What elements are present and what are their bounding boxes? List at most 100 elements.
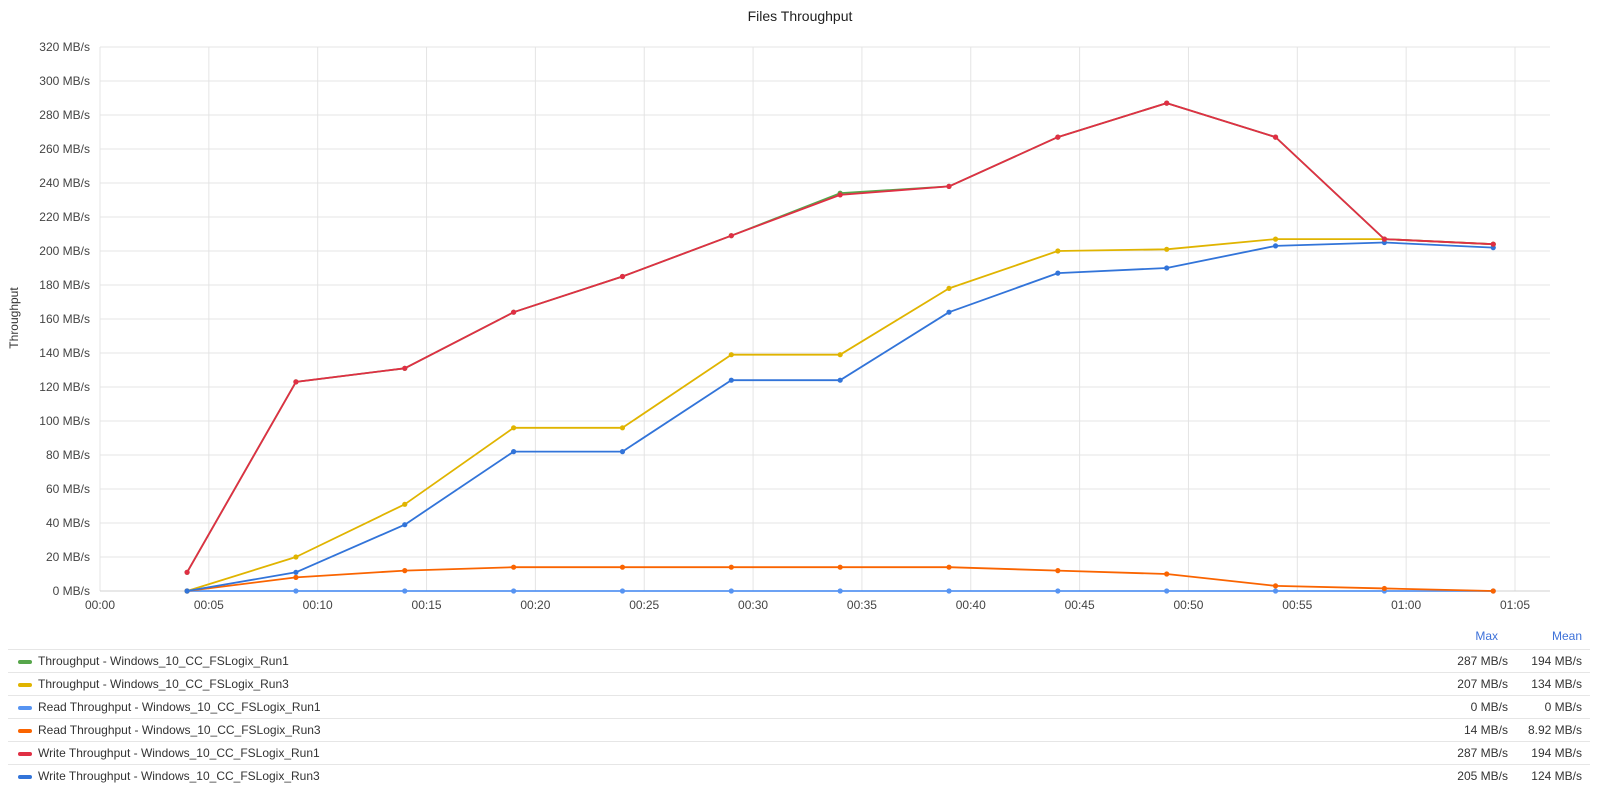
data-point[interactable] <box>1164 588 1170 594</box>
x-tick-label: 00:00 <box>85 598 115 612</box>
legend-rows: Throughput - Windows_10_CC_FSLogix_Run1 2… <box>8 649 1590 787</box>
legend-max-header[interactable]: Max <box>1475 629 1498 643</box>
y-tick-label: 0 MB/s <box>53 584 90 598</box>
data-point[interactable] <box>293 574 299 581</box>
legend-swatch <box>18 752 32 756</box>
legend-item[interactable]: Throughput - Windows_10_CC_FSLogix_Run1 2… <box>8 649 1590 672</box>
data-point[interactable] <box>1272 243 1279 249</box>
series-2[interactable] <box>184 588 1496 594</box>
data-point[interactable] <box>293 588 299 594</box>
data-point[interactable] <box>1164 265 1170 271</box>
data-point[interactable] <box>946 588 952 594</box>
data-point[interactable] <box>1272 588 1279 594</box>
x-tick-label: 00:35 <box>847 598 877 612</box>
data-point[interactable] <box>1164 246 1170 252</box>
legend-series-name[interactable]: Throughput - Windows_10_CC_FSLogix_Run1 <box>38 654 289 668</box>
data-point[interactable] <box>728 588 734 594</box>
legend-mean-value: 194 MB/s <box>1531 654 1582 668</box>
legend-item[interactable]: Write Throughput - Windows_10_CC_FSLogix… <box>8 741 1590 764</box>
data-point[interactable] <box>619 425 626 431</box>
data-point[interactable] <box>728 352 734 358</box>
data-point[interactable] <box>1272 583 1279 589</box>
y-tick-label: 220 MB/s <box>39 210 90 224</box>
data-point[interactable] <box>511 449 517 455</box>
legend-mean-header[interactable]: Mean <box>1551 629 1582 643</box>
y-axis-title: Throughput <box>7 287 21 349</box>
data-point[interactable] <box>511 564 517 570</box>
y-tick-label: 260 MB/s <box>39 142 90 156</box>
data-point[interactable] <box>1490 241 1496 247</box>
data-point[interactable] <box>1055 568 1061 574</box>
data-point[interactable] <box>1164 571 1170 577</box>
data-point[interactable] <box>837 564 843 570</box>
data-point[interactable] <box>511 425 517 431</box>
data-point[interactable] <box>946 285 952 291</box>
data-point[interactable] <box>619 564 626 570</box>
legend-series-name[interactable]: Read Throughput - Windows_10_CC_FSLogix_… <box>38 723 321 737</box>
data-point[interactable] <box>946 564 952 570</box>
data-point[interactable] <box>837 588 843 594</box>
data-point[interactable] <box>837 192 843 198</box>
legend-mean-value: 8.92 MB/s <box>1527 723 1582 737</box>
data-point[interactable] <box>1272 134 1279 140</box>
data-point[interactable] <box>1272 236 1279 242</box>
data-point[interactable] <box>1055 588 1061 594</box>
data-point[interactable] <box>728 233 734 239</box>
data-point[interactable] <box>293 554 299 560</box>
series-5[interactable] <box>184 239 1496 594</box>
data-point[interactable] <box>184 569 190 575</box>
series-lines <box>184 100 1496 594</box>
data-point[interactable] <box>619 449 626 455</box>
legend-series-name[interactable]: Write Throughput - Windows_10_CC_FSLogix… <box>38 746 320 760</box>
legend-series-name[interactable]: Throughput - Windows_10_CC_FSLogix_Run3 <box>38 677 289 691</box>
data-point[interactable] <box>837 352 843 358</box>
legend-mean-value: 134 MB/s <box>1531 677 1582 691</box>
data-point[interactable] <box>402 588 408 594</box>
y-tick-label: 120 MB/s <box>39 380 90 394</box>
x-tick-label: 00:45 <box>1065 598 1095 612</box>
data-point[interactable] <box>402 522 408 528</box>
x-tick-label: 00:40 <box>956 598 986 612</box>
data-point[interactable] <box>402 365 408 371</box>
data-point[interactable] <box>1381 585 1387 592</box>
data-point[interactable] <box>293 569 299 575</box>
data-point[interactable] <box>1381 236 1387 242</box>
x-tick-label: 00:55 <box>1282 598 1312 612</box>
data-point[interactable] <box>1055 134 1061 140</box>
x-tick-label: 01:05 <box>1500 598 1530 612</box>
data-point[interactable] <box>728 564 734 570</box>
data-point[interactable] <box>619 588 626 594</box>
data-point[interactable] <box>511 309 517 315</box>
series-0[interactable] <box>184 100 1496 575</box>
data-point[interactable] <box>1490 588 1496 594</box>
data-point[interactable] <box>946 309 952 315</box>
x-tick-label: 00:20 <box>520 598 550 612</box>
legend-item[interactable]: Throughput - Windows_10_CC_FSLogix_Run3 2… <box>8 672 1590 695</box>
data-point[interactable] <box>619 273 626 280</box>
x-tick-label: 00:25 <box>629 598 659 612</box>
series-4[interactable] <box>184 100 1496 575</box>
legend-item[interactable]: Write Throughput - Windows_10_CC_FSLogix… <box>8 764 1590 787</box>
data-point[interactable] <box>184 588 190 594</box>
legend-item[interactable]: Read Throughput - Windows_10_CC_FSLogix_… <box>8 718 1590 741</box>
legend-series-name[interactable]: Read Throughput - Windows_10_CC_FSLogix_… <box>38 700 321 714</box>
data-point[interactable] <box>837 377 843 383</box>
chart-title: Files Throughput <box>747 8 853 24</box>
legend-item[interactable]: Read Throughput - Windows_10_CC_FSLogix_… <box>8 695 1590 718</box>
data-point[interactable] <box>728 377 734 383</box>
series-1[interactable] <box>184 236 1496 594</box>
y-tick-label: 280 MB/s <box>39 108 90 122</box>
data-point[interactable] <box>1055 248 1061 254</box>
data-point[interactable] <box>1055 270 1061 276</box>
legend-table: Max Mean Throughput - Windows_10_CC_FSLo… <box>8 627 1590 787</box>
legend-max-value: 287 MB/s <box>1457 746 1508 760</box>
data-point[interactable] <box>946 183 952 189</box>
data-point[interactable] <box>511 588 517 594</box>
data-point[interactable] <box>1164 100 1170 106</box>
legend-series-name[interactable]: Write Throughput - Windows_10_CC_FSLogix… <box>38 769 320 783</box>
y-tick-label: 200 MB/s <box>39 244 90 258</box>
legend-swatch <box>18 660 32 664</box>
data-point[interactable] <box>402 568 408 574</box>
data-point[interactable] <box>402 501 408 507</box>
data-point[interactable] <box>293 379 299 385</box>
